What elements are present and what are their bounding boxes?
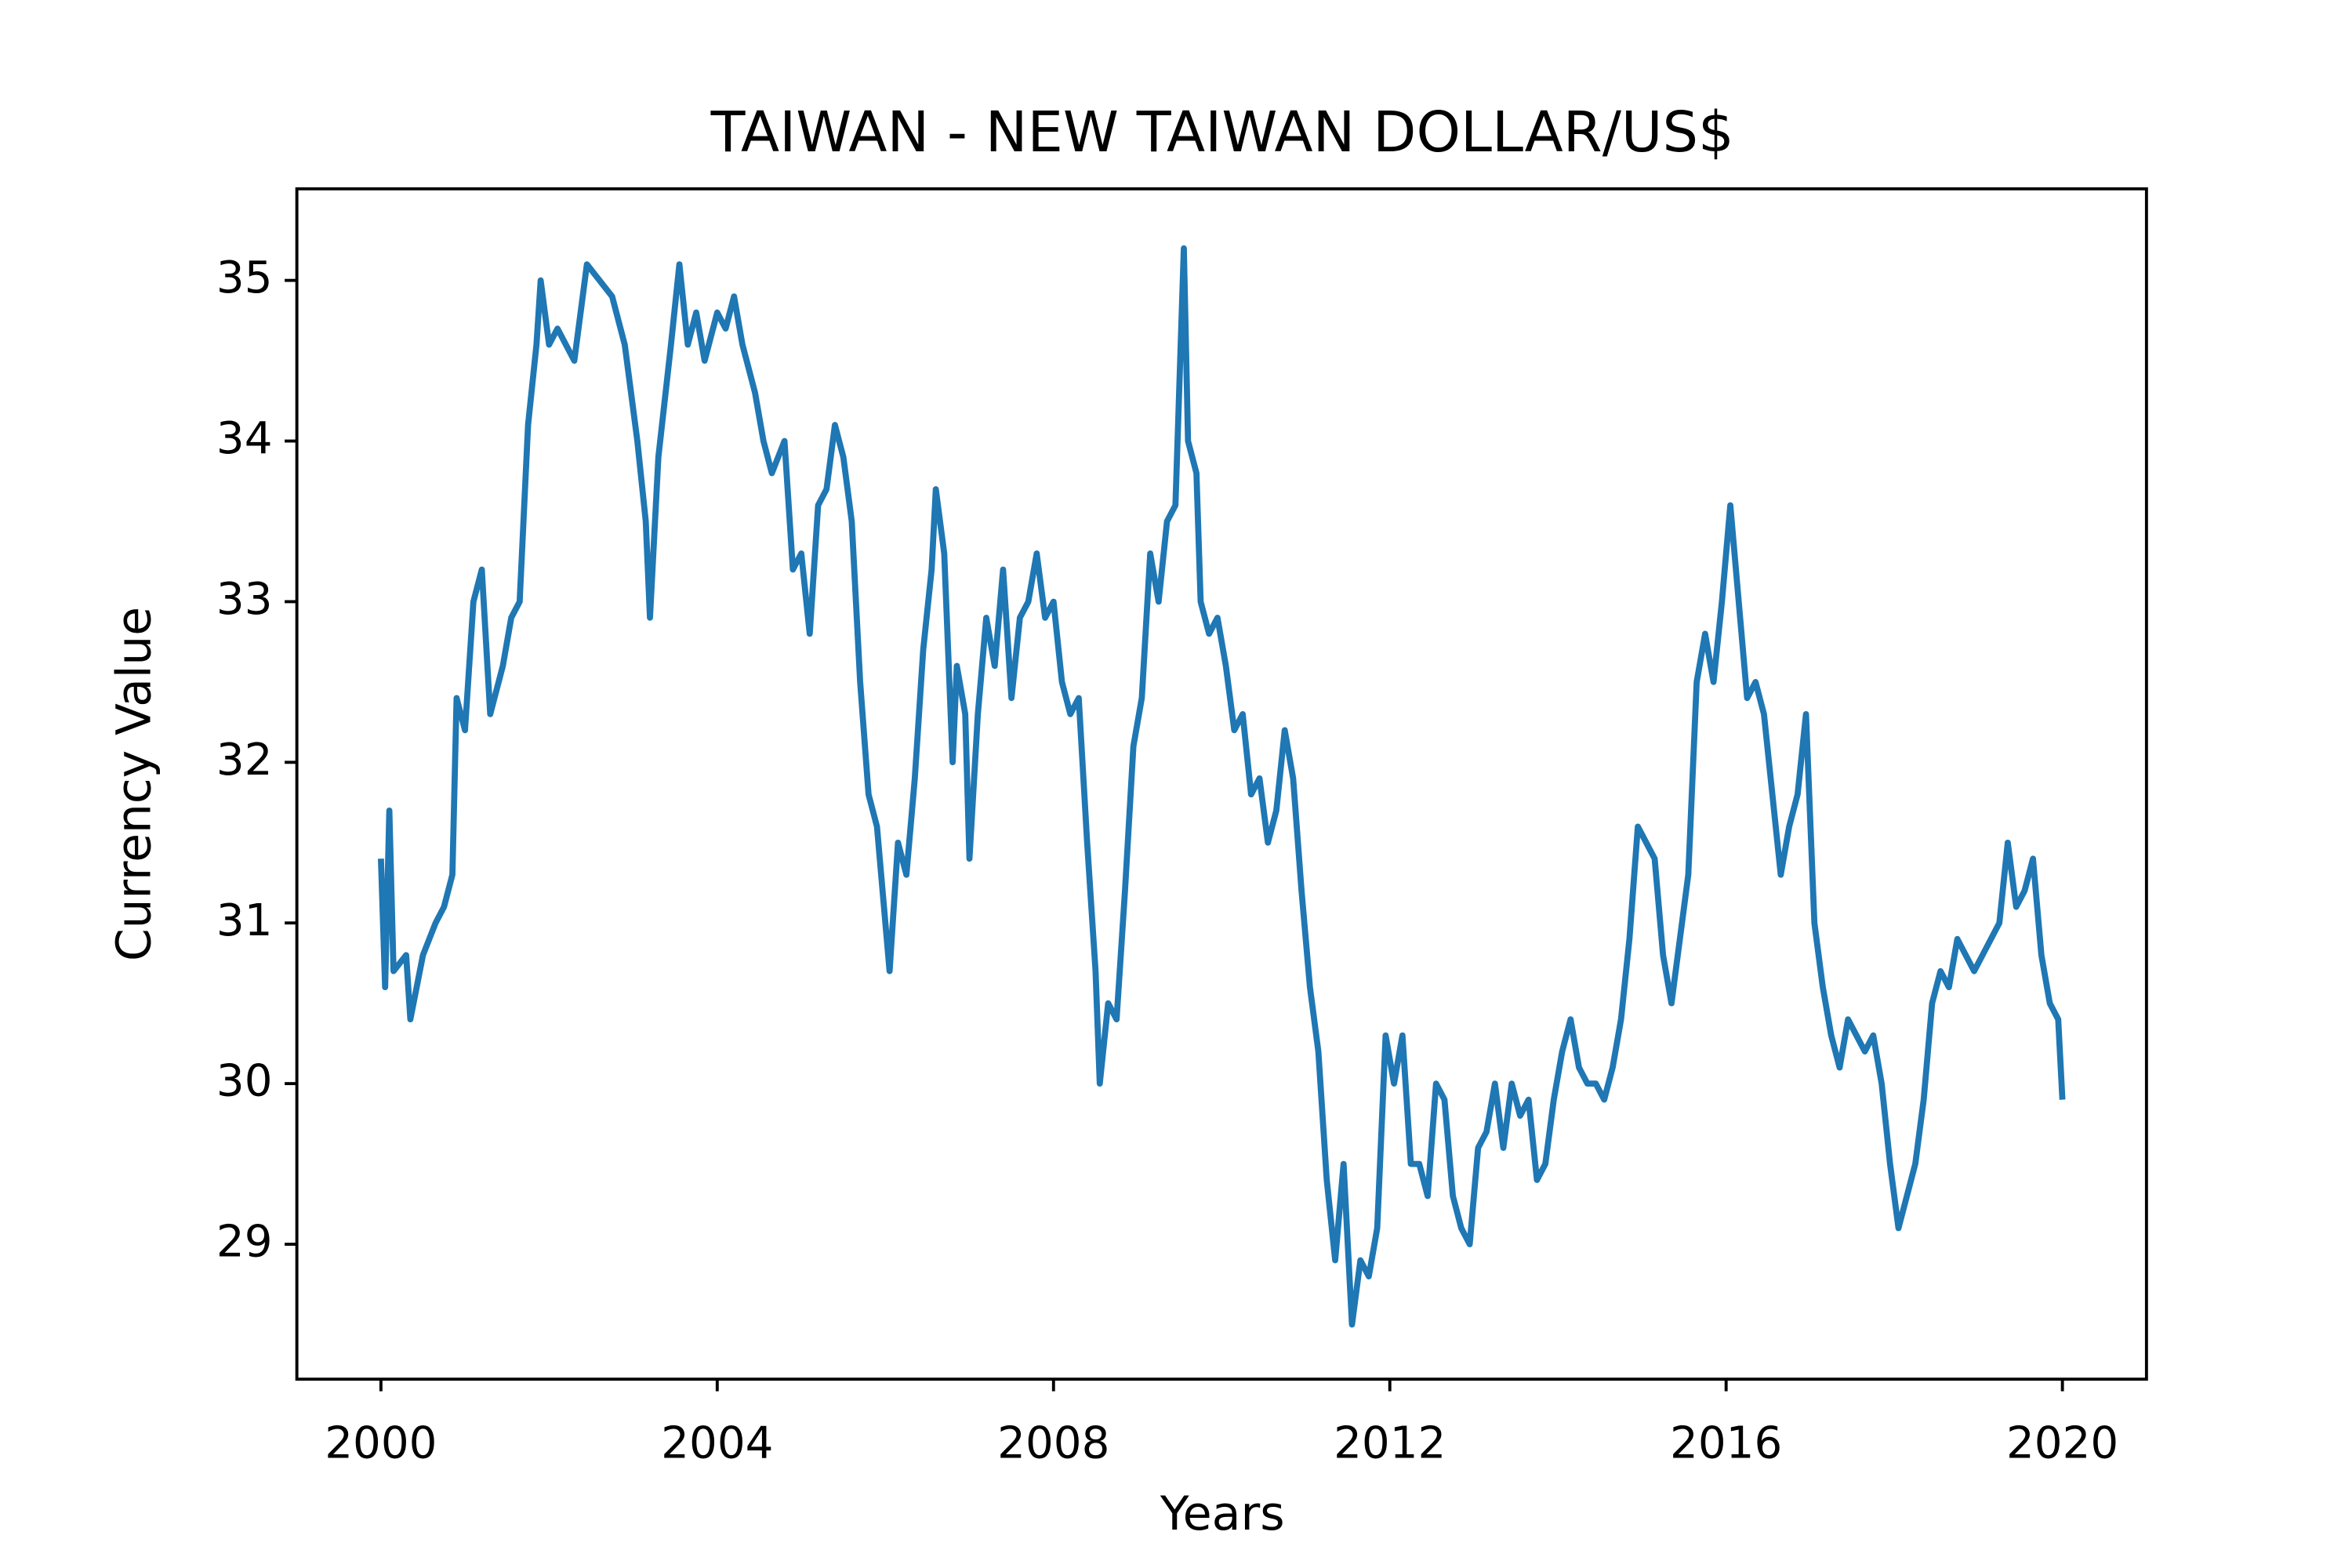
x-tick-label: 2016 [1670,1418,1782,1469]
y-tick-label: 32 [216,735,273,786]
y-tick-label: 29 [216,1217,273,1268]
y-tick-label: 34 [216,413,273,464]
x-tick-label: 2020 [2006,1418,2118,1469]
plot-frame [295,187,2148,1381]
x-tick-label: 2004 [661,1418,773,1469]
data-line [378,245,2066,1328]
y-tick-label: 35 [216,252,273,303]
y-axis-label: Currency Value [107,607,162,961]
y-tick-label: 33 [216,574,273,625]
x-tick-label: 2008 [997,1418,1109,1469]
chart-title: TAIWAN - NEW TAIWAN DOLLAR/US$ [710,100,1734,165]
x-tick-label: 2000 [325,1418,437,1469]
x-axis-label: Years [1160,1486,1285,1541]
y-tick-label: 30 [216,1056,273,1107]
y-tick-label: 31 [216,895,273,946]
x-tick-label: 2012 [1334,1418,1446,1469]
